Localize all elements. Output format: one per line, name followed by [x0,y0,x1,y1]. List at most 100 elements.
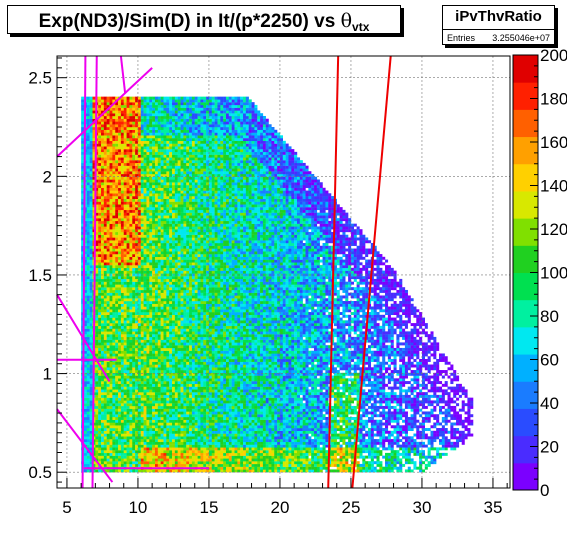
heatmap-cell [132,110,135,113]
heatmap-cell [172,340,175,343]
heatmap-cell [87,293,90,296]
heatmap-cell [175,331,178,334]
heatmap-cell [141,287,144,290]
heatmap-cell [121,279,124,282]
heatmap-cell [164,116,167,119]
heatmap-cell [115,229,118,232]
heatmap-cell [127,331,130,334]
heatmap-cell [155,135,158,138]
heatmap-cell [104,315,107,318]
heatmap-cell [101,326,104,329]
heatmap-cell [115,226,118,229]
heatmap-cell [169,351,172,354]
heatmap-cell [104,442,107,445]
heatmap-cell [121,193,124,196]
heatmap-cell [158,260,161,263]
heatmap-cell [172,373,175,376]
heatmap-cell [129,378,132,381]
heatmap-cell [164,323,167,326]
heatmap-cell [141,237,144,240]
heatmap-cell [144,160,147,163]
heatmap-cell [175,144,178,147]
heatmap-cell [138,453,141,456]
heatmap-cell [115,456,118,459]
heatmap-cell [112,268,115,271]
heatmap-cell [90,130,93,133]
heatmap-cell [155,240,158,243]
heatmap-cell [141,353,144,356]
heatmap-cell [166,99,169,102]
heatmap-cell [164,458,167,461]
heatmap-cell [90,116,93,119]
heatmap-cell [138,331,141,334]
heatmap-cell [132,436,135,439]
heatmap-cell [95,312,98,315]
heatmap-cell [152,464,155,467]
heatmap-cell [121,318,124,321]
heatmap-cell [115,334,118,337]
heatmap-cell [112,271,115,274]
heatmap-cell [132,265,135,268]
heatmap-cell [164,284,167,287]
heatmap-cell [175,119,178,122]
heatmap-cell [144,456,147,459]
heatmap-cell [129,331,132,334]
heatmap-cell [158,445,161,448]
heatmap-cell [104,301,107,304]
heatmap-cell [149,196,152,199]
heatmap-cell [149,257,152,260]
heatmap-cell [121,157,124,160]
heatmap-cell [172,284,175,287]
heatmap-cell [166,398,169,401]
heatmap-cell [141,295,144,298]
heatmap-cell [172,453,175,456]
heatmap-cell [144,367,147,370]
heatmap-cell [144,213,147,216]
heatmap-cell [118,191,121,194]
heatmap-cell [107,191,110,194]
heatmap-cell [107,218,110,221]
heatmap-cell [107,276,110,279]
heatmap-cell [84,376,87,379]
heatmap-cell [90,340,93,343]
heatmap-cell [164,262,167,265]
heatmap-cell [87,221,90,224]
heatmap-cell [178,453,181,456]
heatmap-cell [152,461,155,464]
heatmap-cell [183,262,186,265]
heatmap-cell [149,133,152,136]
heatmap-cell [107,320,110,323]
heatmap-cell [127,340,130,343]
heatmap-cell [138,237,141,240]
heatmap-cell [149,398,152,401]
heatmap-cell [112,155,115,158]
heatmap-cell [149,331,152,334]
heatmap-cell [181,207,184,210]
heatmap-cell [152,182,155,185]
heatmap-cell [98,387,101,390]
heatmap-cell [149,221,152,224]
heatmap-cell [166,196,169,199]
heatmap-cell [138,235,141,238]
heatmap-cell [81,97,84,100]
heatmap-cell [175,411,178,414]
heatmap-cell [115,232,118,235]
heatmap-cell [181,389,184,392]
heatmap-cell [95,439,98,442]
heatmap-cell [138,345,141,348]
heatmap-cell [118,434,121,437]
heatmap-cell [175,204,178,207]
heatmap-cell [152,155,155,158]
heatmap-cell [112,204,115,207]
heatmap-cell [124,102,127,105]
heatmap-cell [124,447,127,450]
heatmap-cell [101,99,104,102]
heatmap-cell [166,389,169,392]
heatmap-cell [158,348,161,351]
heatmap-cell [169,301,172,304]
heatmap-cell [129,434,132,437]
heatmap-cell [141,193,144,196]
heatmap-cell [118,138,121,141]
heatmap-cell [164,331,167,334]
heatmap-cell [95,262,98,265]
